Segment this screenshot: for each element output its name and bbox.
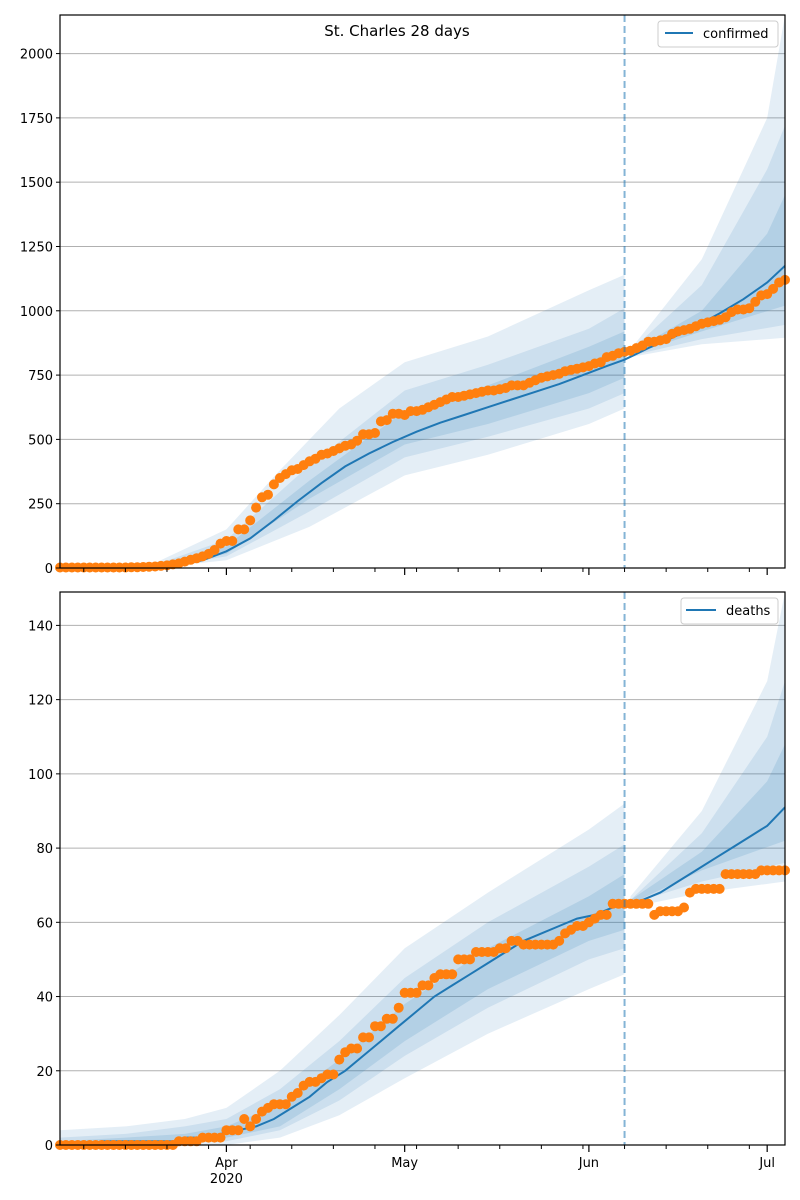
observed-point: [601, 909, 612, 920]
legend-label: deaths: [726, 604, 771, 619]
confirmed-axes: 0 250 500 750 1000 1250 1500 1750 2000: [20, 14, 786, 577]
observed-point: [239, 524, 250, 535]
y-tick-label: 60: [36, 916, 53, 931]
observed-point: [375, 1021, 386, 1032]
uncertainty-band-3: [630, 744, 785, 904]
y-tick-label: 500: [28, 433, 53, 448]
confirmed-panel: 0 250 500 750 1000 1250 1500 1750 2000 St. Charl…: [20, 14, 790, 577]
x-tick-label: May: [391, 1156, 418, 1171]
observed-point: [268, 479, 279, 490]
legend-box: [680, 597, 779, 625]
observed-point: [465, 954, 475, 965]
deaths-grid: [60, 624, 785, 1072]
observed-point: [370, 428, 380, 438]
observed-point: [744, 303, 755, 314]
observed-point: [239, 1114, 250, 1124]
y-tick-label: 1500: [20, 176, 53, 191]
deaths-axes: 0 20 40 60 80 100 120 140: [28, 591, 786, 1154]
observed-point: [768, 283, 779, 294]
observed-point: [411, 987, 422, 998]
observed-point: [643, 898, 654, 909]
observed-point: [750, 296, 761, 307]
y-tick-label: 100: [28, 768, 53, 783]
y-tick-label: 1750: [20, 112, 53, 127]
observed-point: [334, 1054, 345, 1065]
observed-point: [251, 1114, 262, 1124]
y-tick-label: 2000: [20, 48, 53, 63]
y-tick-label: 0: [45, 1139, 53, 1154]
y-tick-label: 120: [28, 694, 53, 709]
observed-point: [352, 1043, 363, 1054]
x-tick-sublabel: 2020: [210, 1172, 243, 1187]
observed-point: [233, 1125, 244, 1136]
observed-point: [280, 1099, 291, 1110]
deaths-legend: deaths: [680, 597, 779, 625]
uncertainty-band-1: [630, 15, 785, 358]
observed-point: [251, 502, 262, 513]
uncertainty-band-1: [60, 274, 625, 568]
observed-point: [227, 536, 238, 546]
observed-point: [364, 1032, 374, 1043]
uncertainty-band-3: [630, 195, 785, 355]
observed-point: [292, 1088, 303, 1098]
deaths-bands: [60, 592, 785, 1145]
x-tick-label: Apr: [215, 1156, 238, 1171]
axes-frame: [59, 14, 786, 569]
uncertainty-band-2: [630, 681, 785, 904]
observed-point: [423, 980, 434, 991]
y-tick-label: 1000: [20, 305, 53, 320]
uncertainty-band-1: [60, 803, 625, 1145]
axes-frame: [59, 591, 786, 1146]
observed-point: [209, 545, 220, 555]
x-tick-label: Jun: [578, 1156, 599, 1171]
confirmed-legend: confirmed: [657, 20, 779, 48]
observed-point: [352, 435, 363, 446]
y-tick-label: 40: [36, 991, 53, 1006]
deaths-observed-points: [55, 865, 790, 1150]
chart-title: St. Charles 28 days: [324, 22, 470, 40]
observed-point: [554, 935, 565, 946]
observed-point: [447, 969, 458, 980]
y-tick-label: 20: [36, 1065, 53, 1080]
observed-point: [679, 902, 689, 913]
observed-point: [381, 415, 392, 426]
uncertainty-band-2: [60, 308, 625, 568]
y-tick-label: 80: [36, 842, 53, 857]
observed-point: [245, 515, 256, 526]
observed-point: [328, 1069, 339, 1080]
observed-point: [245, 1121, 256, 1132]
observed-point: [387, 1013, 398, 1024]
confirmed-grid: [60, 53, 785, 505]
observed-point: [215, 1132, 226, 1143]
y-tick-label: 140: [28, 619, 53, 634]
observed-point: [393, 1002, 404, 1013]
y-tick-label: 250: [28, 498, 53, 513]
legend-label: confirmed: [703, 27, 769, 42]
y-tick-label: 750: [28, 369, 53, 384]
y-tick-label: 1250: [20, 240, 53, 255]
observed-point: [263, 489, 273, 500]
observed-point: [714, 883, 725, 894]
y-tick-label: 0: [45, 562, 53, 577]
x-tick-label: Jul: [758, 1156, 775, 1171]
legend-box: [657, 20, 779, 48]
uncertainty-band-2: [60, 844, 625, 1145]
observed-point: [500, 943, 511, 954]
uncertainty-band-1: [630, 592, 785, 908]
